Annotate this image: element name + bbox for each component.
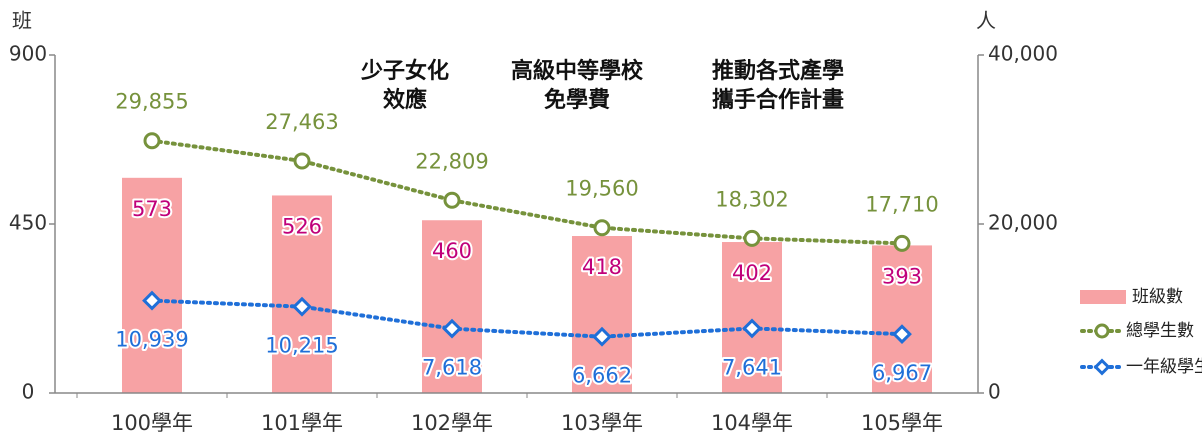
bar (572, 236, 632, 393)
line (150, 138, 904, 246)
data-label: 7,641 (722, 355, 782, 379)
x-tick-label: 104學年 (711, 411, 793, 435)
data-label: 393 (882, 264, 922, 288)
marker (592, 326, 612, 347)
y-tick-label: 0 (22, 380, 35, 404)
bar (872, 245, 932, 393)
data-label: 526 (282, 214, 322, 238)
annotation: 少子女化 (360, 58, 449, 84)
marker (292, 296, 312, 317)
marker (142, 290, 162, 311)
annotation: 攜手合作計畫 (712, 87, 844, 113)
marker (893, 234, 911, 252)
data-label: 27,463 (265, 110, 338, 134)
x-tick-label: 102學年 (411, 411, 493, 435)
x-tick-label: 100學年 (111, 411, 193, 435)
y-tick-label: 900 (9, 42, 47, 66)
data-label: 10,215 (265, 334, 338, 358)
legend-label: 一年級學生數 (1126, 357, 1202, 377)
bar (422, 220, 482, 393)
marker (293, 152, 311, 170)
data-label: 418 (582, 255, 622, 279)
marker (593, 219, 611, 237)
data-label: 573 (132, 197, 172, 221)
y2-tick-label: 20,000 (988, 211, 1058, 235)
annotation: 免學費 (544, 87, 610, 113)
y-tick-label: 450 (9, 211, 47, 235)
legend-label: 總學生數 (1126, 321, 1194, 341)
data-label: 7,618 (422, 356, 482, 380)
data-label: 6,662 (572, 364, 632, 388)
y2-axis-label: 人 (976, 9, 996, 33)
annotation: 效應 (383, 87, 427, 113)
data-label: 10,939 (115, 328, 188, 352)
y-axis-label: 班 (12, 9, 32, 33)
data-label: 22,809 (415, 149, 488, 173)
legend-marker (1094, 323, 1110, 339)
annotation: 推動各式產學 (712, 58, 844, 84)
marker (742, 318, 762, 339)
legend-swatch (1080, 290, 1126, 304)
x-tick-label: 105學年 (861, 411, 943, 435)
data-label: 18,302 (715, 187, 788, 211)
data-label: 29,855 (115, 90, 188, 114)
bar (722, 242, 782, 393)
line (150, 298, 904, 339)
x-tick-label: 101學年 (261, 411, 343, 435)
data-label: 17,710 (865, 192, 938, 216)
y2-tick-label: 40,000 (988, 42, 1058, 66)
data-label: 460 (432, 239, 472, 263)
legend-label: 班級數 (1132, 287, 1183, 307)
marker (443, 191, 461, 209)
y2-tick-label: 0 (988, 380, 1001, 404)
marker (442, 318, 462, 339)
marker (143, 132, 161, 150)
data-label: 6,967 (872, 361, 932, 385)
x-tick-label: 103學年 (561, 411, 643, 435)
marker (743, 229, 761, 247)
marker (892, 324, 912, 345)
data-label: 402 (732, 261, 772, 285)
bar (272, 195, 332, 393)
bar (122, 177, 182, 393)
data-label: 19,560 (565, 177, 638, 201)
legend-marker (1093, 358, 1111, 376)
annotation: 高級中等學校 (511, 58, 644, 84)
